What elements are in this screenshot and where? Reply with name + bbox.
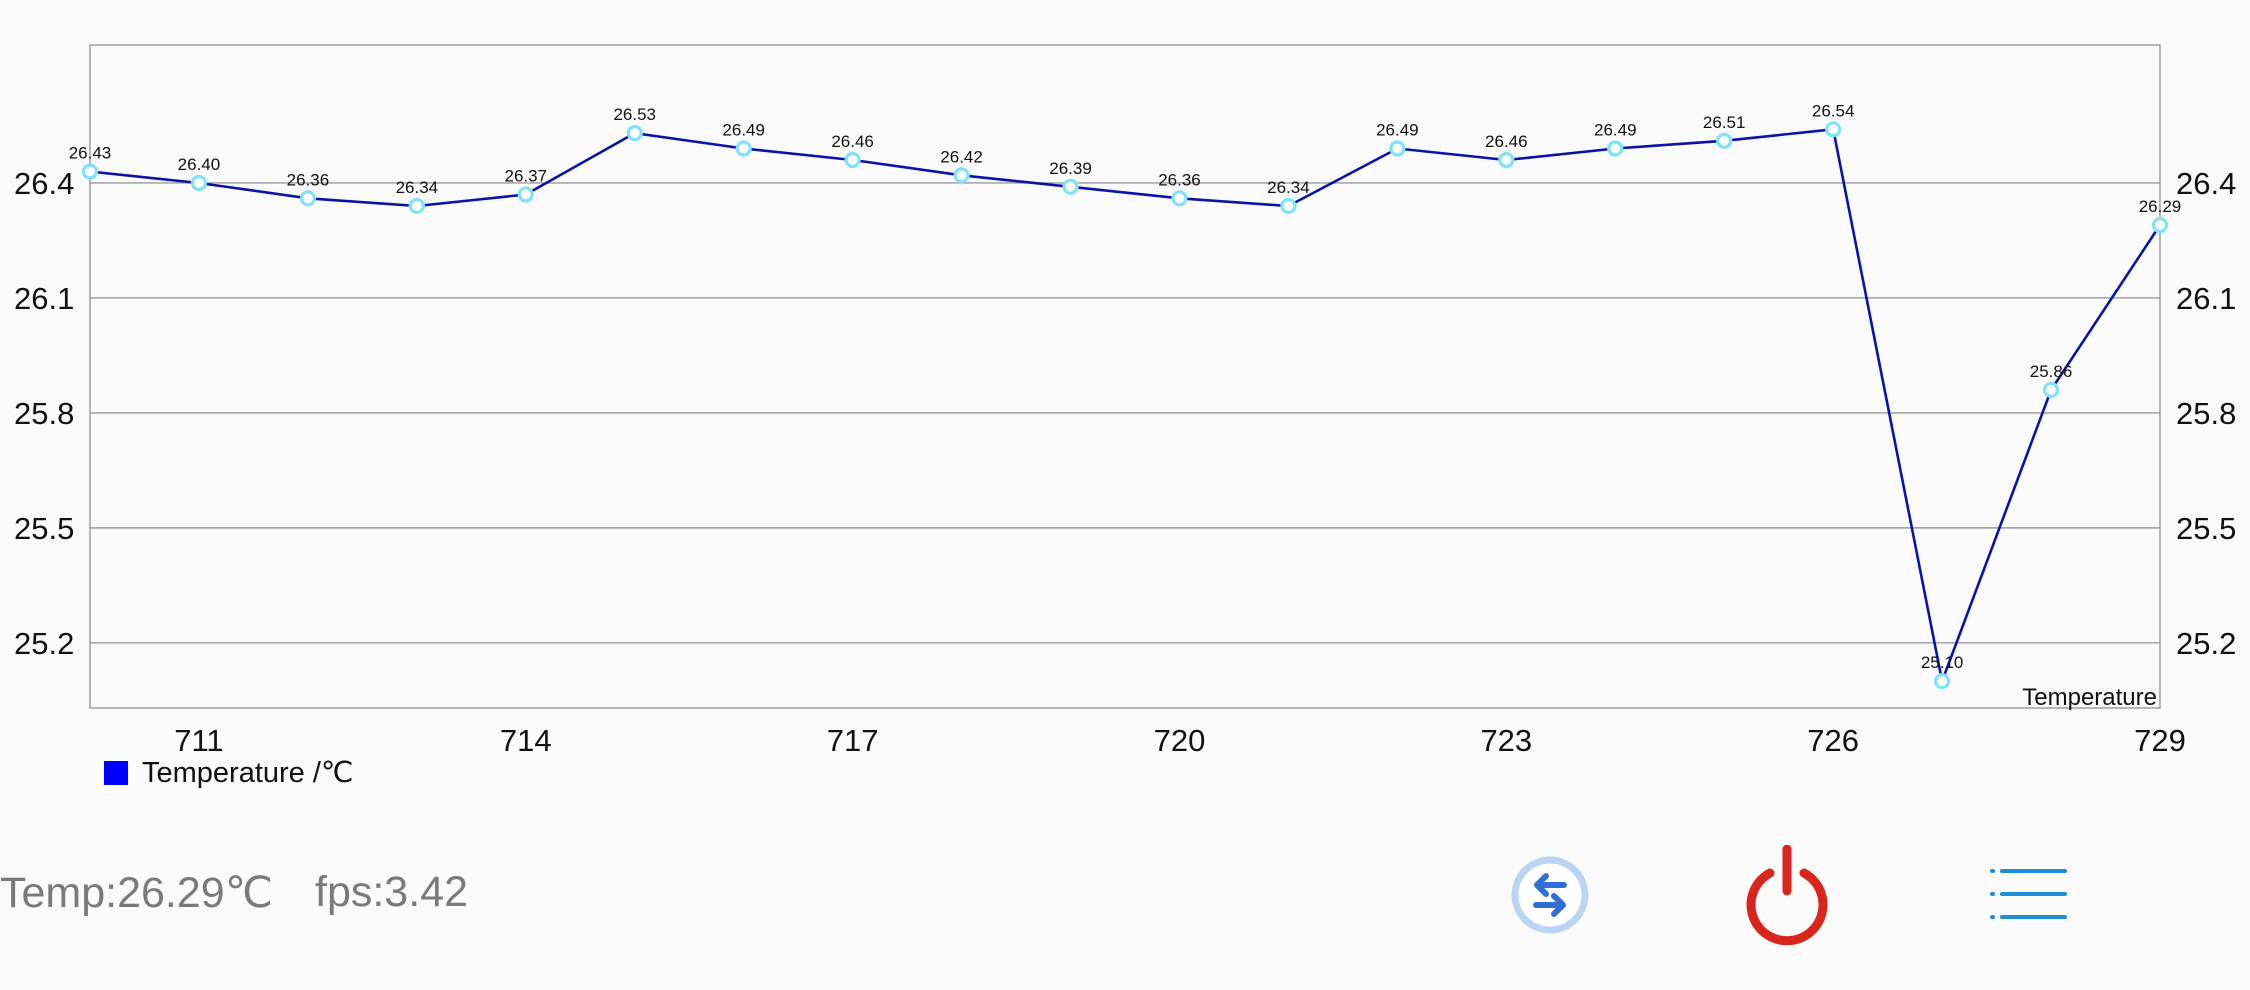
- y-tick-label-left: 26.1: [14, 281, 74, 316]
- menu-button[interactable]: [1977, 845, 2077, 945]
- fps-readout: fps:3.42: [315, 868, 468, 916]
- y-tick-label-right: 26.4: [2176, 166, 2236, 201]
- series-line-temperature: [89, 128, 2162, 683]
- data-points: [81, 121, 2169, 690]
- temperature-readout: Temp:26.29℃: [0, 869, 273, 917]
- legend-label: Temperature /℃: [142, 757, 354, 789]
- status-bar: Temp:26.29℃ fps:3.42: [0, 868, 468, 918]
- x-tick-label: 711: [174, 723, 223, 758]
- y-tick-label-right: 25.8: [2176, 396, 2236, 431]
- data-point: [1825, 121, 1842, 138]
- data-point: [408, 197, 425, 215]
- data-point: [1607, 140, 1624, 157]
- data-point: [2042, 381, 2060, 399]
- legend-swatch: [104, 760, 128, 785]
- y-tick-label-right: 26.1: [2176, 281, 2236, 316]
- plot-frame: [89, 44, 2161, 709]
- data-label: 25.10: [1921, 653, 1964, 672]
- data-label: 26.43: [69, 143, 112, 162]
- chart-corner-label: Temperature: [2022, 684, 2157, 711]
- data-point: [1280, 197, 1297, 215]
- data-label: 26.49: [722, 120, 765, 139]
- data-point: [953, 167, 970, 184]
- data-labels: 26.43 26.40 26.36 26.34 26.37 26.53 26.49 26.46…: [69, 101, 2182, 672]
- power-icon: [1746, 844, 1828, 946]
- data-label: 26.36: [1158, 170, 1201, 189]
- swap-button[interactable]: [1500, 845, 1600, 945]
- data-label: 25.86: [2030, 362, 2073, 381]
- data-label: 26.51: [1703, 113, 1746, 132]
- y-tick-label-left: 25.8: [14, 396, 74, 431]
- data-label: 26.49: [1594, 120, 1637, 139]
- data-point: [81, 163, 99, 180]
- data-point: [735, 140, 752, 157]
- x-axis: 711 714 717 720 723 726 729: [174, 723, 2186, 758]
- data-point: [299, 190, 316, 207]
- y-tick-label-right: 25.2: [2176, 626, 2236, 661]
- x-tick-label: 720: [1154, 723, 1206, 758]
- x-tick-label: 717: [827, 723, 879, 758]
- data-point: [1498, 151, 1515, 169]
- x-tick-label: 723: [1480, 723, 1532, 758]
- data-label: 26.40: [178, 155, 221, 174]
- data-label: 26.46: [1485, 132, 1528, 151]
- data-point: [517, 186, 534, 203]
- data-point: [2151, 217, 2169, 234]
- swap-arrows-icon: [1511, 856, 1589, 934]
- data-label: 26.36: [287, 170, 330, 189]
- chart-legend: Temperature /℃: [104, 755, 353, 790]
- data-point: [1389, 140, 1406, 157]
- data-point: [844, 151, 861, 169]
- data-point: [190, 174, 208, 192]
- data-label: 26.42: [940, 147, 983, 166]
- right-y-axis: 25.2 25.5 25.8 26.1 26.4: [2176, 166, 2236, 661]
- data-label: 26.46: [831, 132, 874, 151]
- data-point: [1934, 673, 1951, 690]
- y-tick-label-left: 25.2: [14, 626, 74, 661]
- power-button[interactable]: [1737, 844, 1837, 946]
- data-label: 26.53: [613, 105, 656, 124]
- data-label: 26.34: [396, 178, 439, 197]
- x-tick-label: 729: [2134, 723, 2186, 758]
- data-label: 26.37: [505, 166, 548, 185]
- y-tick-label-left: 25.5: [14, 511, 74, 546]
- data-point: [626, 125, 643, 142]
- x-tick-label: 726: [1807, 723, 1859, 758]
- data-point: [1062, 178, 1079, 195]
- temperature-chart: 25.225.525.826.126.4 25.225.525.826.126.…: [14, 44, 2236, 758]
- x-tick-label: 714: [500, 723, 552, 758]
- menu-list-icon: [1990, 869, 2067, 919]
- data-label: 26.54: [1812, 101, 1855, 120]
- y-tick-label-left: 26.4: [14, 166, 74, 201]
- data-label: 26.49: [1376, 120, 1419, 139]
- left-y-axis: 25.2 25.5 25.8 26.1 26.4: [14, 166, 74, 661]
- data-label: 26.34: [1267, 178, 1310, 197]
- y-tick-label-right: 25.5: [2176, 511, 2236, 546]
- data-label: 26.39: [1049, 159, 1092, 178]
- chart-grid: [90, 182, 2160, 644]
- data-point: [1171, 190, 1188, 207]
- data-label: 26.29: [2139, 197, 2182, 216]
- data-point: [1716, 132, 1733, 149]
